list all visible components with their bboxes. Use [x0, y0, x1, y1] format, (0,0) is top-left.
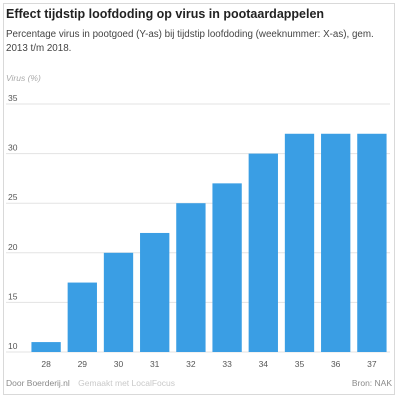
credit-link[interactable]: Door Boerderij.nl [6, 378, 70, 388]
y-tick-label: 15 [8, 291, 18, 301]
x-tick-label: 37 [367, 359, 377, 369]
y-tick-label: 30 [8, 143, 18, 153]
y-axis-ticks: 10 15 20 25 30 35 [8, 93, 18, 351]
x-tick-label: 31 [150, 359, 160, 369]
x-tick-label: 33 [222, 359, 232, 369]
bar-week-36[interactable] [321, 133, 351, 352]
y-tick-label: 35 [8, 93, 18, 103]
bar-week-31[interactable] [140, 232, 170, 352]
footer-credit-block: Door Boerderij.nl Gemaakt met LocalFocus [6, 378, 175, 388]
x-tick-label: 29 [78, 359, 88, 369]
x-tick-label: 35 [295, 359, 305, 369]
x-tick-label: 36 [331, 359, 341, 369]
bar-week-34[interactable] [248, 153, 278, 352]
x-tick-label: 30 [114, 359, 124, 369]
x-axis-ticks: 28 29 30 31 32 33 34 35 36 37 [41, 359, 377, 369]
bar-week-29[interactable] [67, 282, 97, 352]
chart-title: Effect tijdstip loofdoding op virus in p… [6, 7, 325, 21]
y-axis-label: Virus (%) [6, 73, 41, 83]
x-tick-label: 28 [41, 359, 51, 369]
bar-week-28[interactable] [31, 342, 61, 352]
bar-week-32[interactable] [176, 203, 206, 352]
y-tick-label: 10 [8, 341, 18, 351]
bars [31, 133, 387, 352]
source-label: Bron: NAK [351, 378, 392, 388]
bar-week-30[interactable] [103, 252, 134, 352]
bar-week-33[interactable] [212, 183, 242, 352]
x-tick-label: 34 [259, 359, 269, 369]
bar-week-35[interactable] [284, 133, 315, 352]
bar-week-37[interactable] [357, 133, 387, 352]
y-tick-label: 25 [8, 192, 18, 202]
chart-subtitle: Percentage virus in pootgoed (Y-as) bij … [6, 29, 374, 54]
made-with-link[interactable]: Gemaakt met LocalFocus [78, 378, 176, 388]
x-tick-label: 32 [186, 359, 196, 369]
y-tick-label: 20 [8, 242, 18, 252]
